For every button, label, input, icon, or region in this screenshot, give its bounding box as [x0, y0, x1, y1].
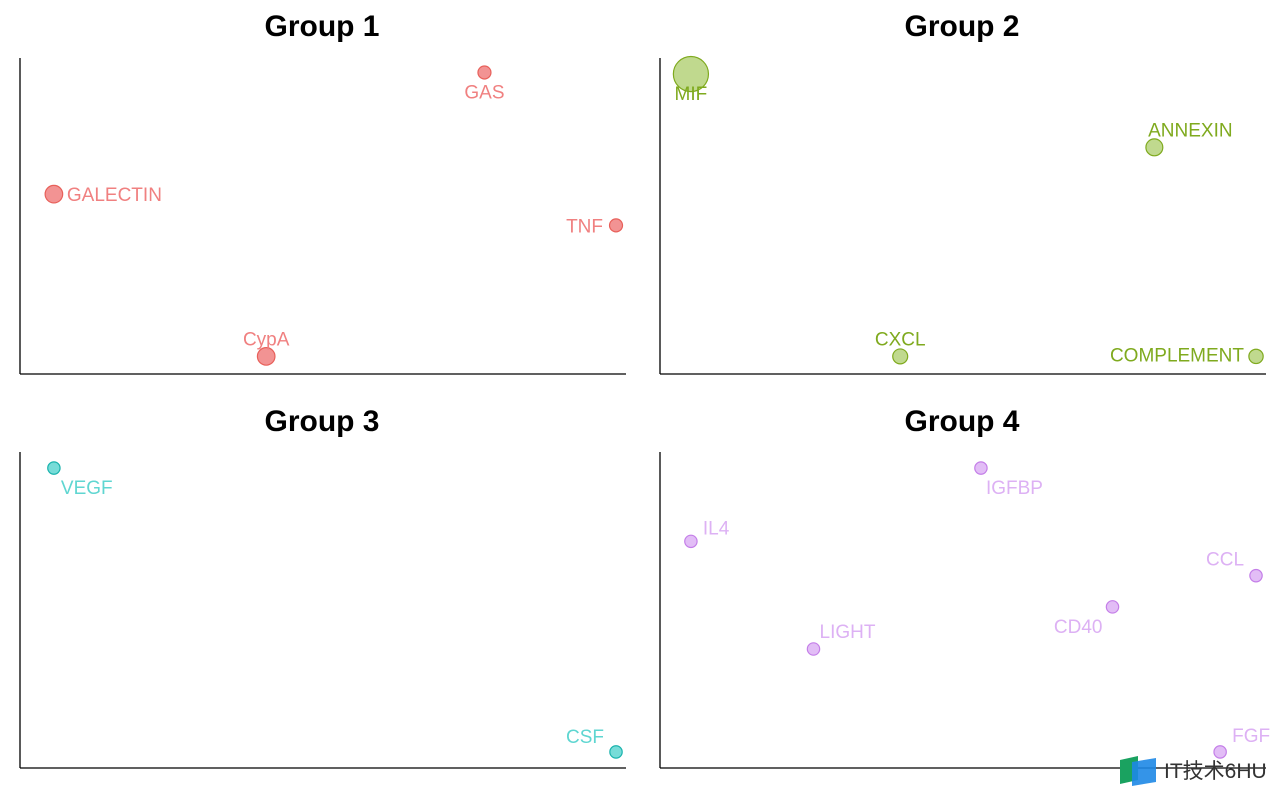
point-label-tnf: TNF [566, 216, 603, 237]
point-annexin [1145, 138, 1164, 157]
point-label-cd40: CD40 [1054, 617, 1103, 638]
point-fgf [1213, 745, 1227, 759]
panel-title: Group 3 [264, 405, 379, 438]
point-cxcl [892, 348, 909, 365]
point-ccl [1249, 568, 1263, 583]
panel-title: Group 1 [264, 10, 379, 43]
point-label-light: LIGHT [820, 622, 876, 643]
point-label-csf: CSF [566, 727, 604, 748]
point-label-mif: MIF [675, 84, 708, 105]
point-label-cxcl: CXCL [875, 329, 926, 350]
point-cypa [256, 347, 276, 366]
panel-4: Group 4 IGFBP IL4 CCL CD40 LIGHT FGF [659, 405, 1270, 769]
panel-title: Group 2 [904, 10, 1019, 43]
point-light [806, 642, 821, 656]
point-label-gas: GAS [464, 82, 504, 103]
point-label-fgf: FGF [1232, 726, 1270, 747]
point-galectin [44, 184, 64, 204]
panel-2: Group 2 MIF ANNEXIN CXCL COMPLEMENT [659, 10, 1266, 375]
point-label-galectin: GALECTIN [67, 185, 162, 206]
point-label-igfbp: IGFBP [986, 478, 1043, 499]
panel-title: Group 4 [904, 405, 1019, 438]
point-label-annexin: ANNEXIN [1148, 120, 1232, 141]
point-label-cypa: CypA [243, 329, 290, 350]
panel-3: Group 3 VEGF CSF [19, 405, 626, 769]
point-mif [672, 55, 710, 93]
point-tnf [608, 218, 624, 233]
point-label-ccl: CCL [1206, 550, 1244, 571]
point-label-vegf: VEGF [61, 478, 113, 499]
point-igfbp [974, 461, 988, 475]
point-vegf [47, 461, 61, 475]
watermark-logo-icon [1120, 756, 1156, 786]
watermark: IT技术6HU [1118, 752, 1278, 788]
point-cd40 [1105, 600, 1120, 614]
point-label-il4: IL4 [703, 518, 730, 539]
point-label-complement: COMPLEMENT [1110, 345, 1244, 366]
point-complement [1248, 348, 1264, 365]
point-gas [477, 65, 492, 80]
point-il4 [684, 534, 698, 549]
point-csf [609, 745, 623, 759]
panel-1: Group 1 GAS GALECTIN TNF CypA [19, 10, 626, 375]
watermark-text: IT技术6HU [1164, 760, 1267, 783]
